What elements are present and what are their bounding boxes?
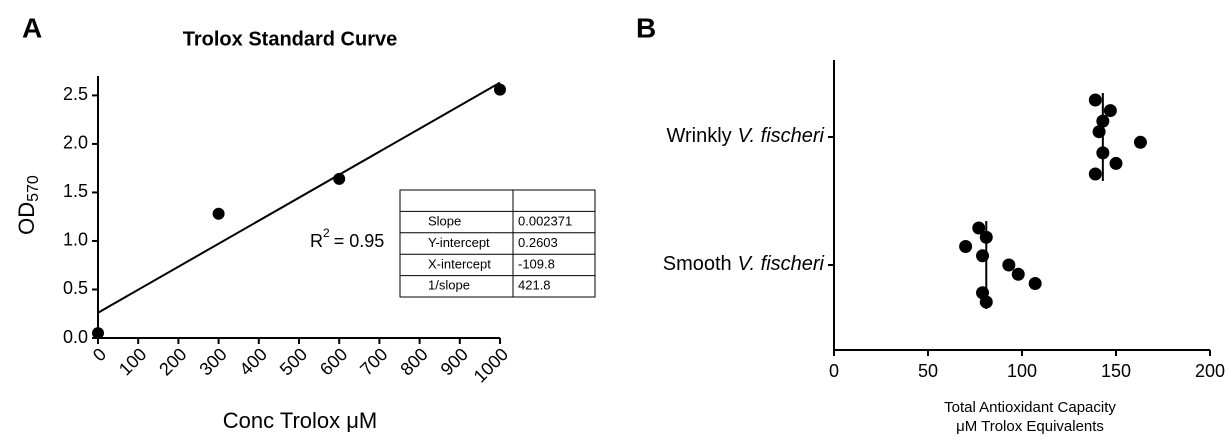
r-sup: 2: [323, 226, 330, 240]
table-value: -109.8: [518, 256, 555, 271]
table-value: 0.002371: [518, 214, 572, 229]
category-name: Smooth: [663, 253, 732, 275]
x-tick-label: 700: [356, 344, 391, 379]
point: [212, 207, 225, 220]
table-label: 1/slope: [428, 278, 470, 293]
dot: [959, 240, 973, 253]
dot: [1133, 135, 1147, 149]
table-value: 0.2603: [518, 235, 558, 250]
table-border: [399, 189, 596, 298]
x-axis-label: Conc Trolox μM: [223, 408, 378, 433]
y-tick-label: 2.5: [63, 84, 88, 104]
r-squared: R2 = 0.95: [310, 226, 384, 251]
x-tick-label: 200: [155, 344, 190, 379]
table-label: Slope: [428, 214, 461, 229]
panel-letter: B: [636, 12, 656, 43]
x-tick-label: 400: [236, 344, 271, 379]
table-value: 421.8: [518, 278, 551, 293]
x-tick-label: 600: [316, 344, 351, 379]
dot: [972, 221, 986, 235]
dot: [1103, 104, 1117, 118]
table-label: Y-intercept: [428, 235, 490, 250]
dot: [1109, 156, 1123, 170]
category-label: Smooth V. fischeri: [663, 253, 825, 275]
category-label: Wrinkly V. fischeri: [666, 125, 824, 147]
x-tick-label: 200: [1195, 361, 1225, 381]
y-axis-label-text: OD: [14, 202, 39, 235]
category-species: V. fischeri: [738, 253, 825, 275]
y-tick-label: 2.0: [63, 133, 88, 153]
point: [494, 83, 506, 96]
x-tick-label: 100: [115, 344, 150, 379]
x-tick-label: 900: [437, 344, 472, 379]
category-species: V. fischeri: [738, 125, 825, 147]
y-axis-label-sub: 570: [25, 175, 42, 202]
table-label: X-intercept: [428, 256, 491, 271]
dot: [1002, 258, 1016, 272]
dot: [1088, 167, 1102, 181]
r-rest: = 0.95: [334, 231, 385, 251]
x-tick-label: 50: [918, 361, 938, 381]
y-tick-label: 1.0: [63, 230, 88, 250]
y-tick-label: 0.0: [63, 327, 88, 347]
x-tick-label: 1000: [470, 344, 512, 386]
point: [333, 172, 346, 185]
chart-title: Trolox Standard Curve: [183, 28, 398, 50]
stats-table: Slope 0.002371 Y-intercept 0.2603 X-intercep…: [399, 189, 596, 298]
y-tick-label: 1.5: [63, 181, 88, 201]
fit-line: [97, 81, 501, 314]
dot: [1028, 277, 1042, 290]
x-tick-label: 150: [1101, 361, 1131, 381]
x-tick-label: 800: [396, 344, 431, 379]
x-axis-label: Total Antioxidant Capacity: [944, 399, 1116, 416]
panel-letter: A: [22, 12, 42, 43]
x-tick-label: 0: [829, 361, 839, 381]
x-axis-label: μM Trolox Equivalents: [956, 418, 1104, 435]
point: [92, 327, 104, 340]
x-tick-label: 100: [1007, 361, 1037, 381]
x-tick-label: 300: [195, 344, 230, 379]
x-tick-label: 0: [89, 344, 110, 365]
category-name: Wrinkly: [666, 125, 731, 147]
r-text: R: [310, 231, 323, 251]
x-tick-label: 500: [276, 344, 311, 379]
y-tick-label: 0.5: [63, 278, 88, 298]
y-axis-label: OD570: [14, 175, 42, 235]
dot: [1088, 93, 1102, 107]
dot: [1011, 267, 1025, 281]
